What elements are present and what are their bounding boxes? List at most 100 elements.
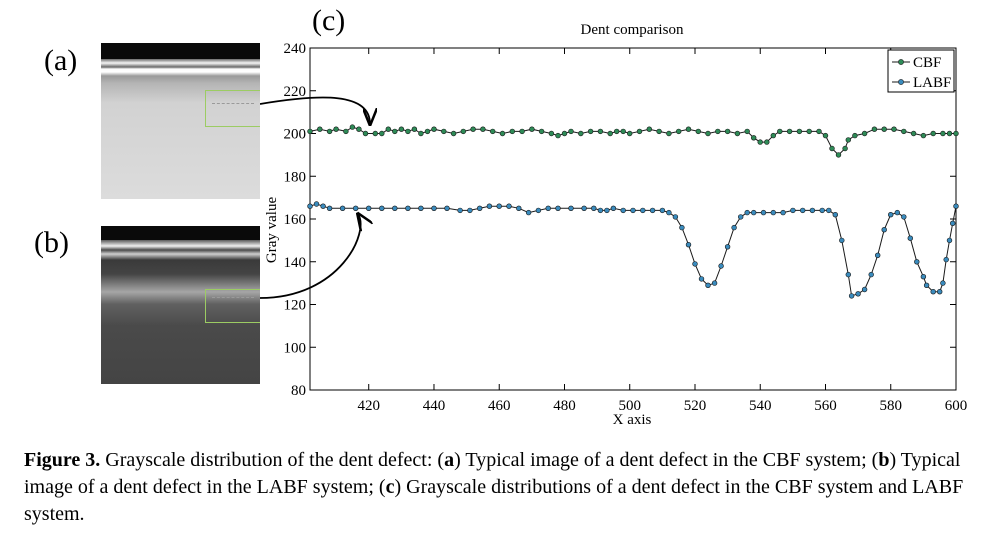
labf-point xyxy=(477,205,483,212)
labf-point xyxy=(738,214,744,220)
cbf-point xyxy=(685,126,692,132)
cbf-point xyxy=(480,126,486,132)
cbf-point xyxy=(656,128,662,135)
labf-point xyxy=(770,209,776,216)
cbf-point xyxy=(460,128,467,135)
cbf-point xyxy=(356,126,362,132)
cbf-point xyxy=(845,137,851,143)
cbf-point xyxy=(744,128,750,135)
cbf-point xyxy=(715,128,721,135)
x-tick-label: 540 xyxy=(749,398,772,414)
cbf-point xyxy=(770,132,776,139)
cbf-point xyxy=(764,139,770,145)
y-tick-label: 80 xyxy=(291,383,306,399)
labf-point xyxy=(365,205,372,212)
cbf-point xyxy=(441,128,447,135)
x-tick-label: 480 xyxy=(553,398,576,414)
labf-point xyxy=(431,205,437,212)
cbf-point xyxy=(751,135,757,141)
cbf-point xyxy=(705,130,711,137)
legend-labf-label: LABF xyxy=(913,75,951,91)
labf-point xyxy=(832,212,838,218)
cbf-point xyxy=(614,128,620,135)
labf-point xyxy=(698,276,705,282)
cbf-point xyxy=(835,152,842,158)
cbf-point xyxy=(362,130,369,137)
labf-point xyxy=(799,207,806,214)
labf-point xyxy=(692,261,698,267)
cbf-point xyxy=(757,139,763,145)
labf-point xyxy=(923,282,930,288)
panel-b-label: (b) xyxy=(34,226,69,259)
chart-title: Dent comparison xyxy=(581,22,684,38)
arrow-cbf xyxy=(260,96,370,124)
labf-point xyxy=(591,205,597,212)
labf-point xyxy=(839,237,845,244)
panel-c-label: (c) xyxy=(312,4,346,37)
labf-point xyxy=(610,205,617,212)
plot-frame xyxy=(309,47,957,391)
cbf-point xyxy=(411,126,418,132)
labf-point xyxy=(597,207,604,214)
cbf-point xyxy=(871,126,878,132)
caption-part-4: ) Grayscale distributions of a dent defe… xyxy=(24,476,964,525)
labf-point xyxy=(760,209,767,216)
cbf-point xyxy=(796,128,803,135)
cbf-point xyxy=(953,130,959,137)
cbf-point xyxy=(470,126,476,132)
labf-point xyxy=(861,286,868,293)
labf-point xyxy=(506,203,512,209)
labf-point xyxy=(320,203,326,209)
labf-point xyxy=(744,209,750,216)
labf-point xyxy=(724,244,731,250)
caption-part-1: Grayscale distribution of the dent defec… xyxy=(100,449,445,471)
labf-point xyxy=(555,205,561,212)
x-tick-label: 460 xyxy=(488,398,511,414)
cbf-point xyxy=(398,126,405,132)
cbf-point xyxy=(597,128,604,135)
x-tick-label: 520 xyxy=(684,398,707,414)
cbf-point xyxy=(538,128,545,135)
cbf-point xyxy=(405,128,411,135)
legend-cbf-marker xyxy=(898,59,904,65)
cbf-point xyxy=(607,130,613,137)
labf-point xyxy=(809,207,816,214)
labf-point xyxy=(751,209,757,216)
labf-point xyxy=(392,205,398,212)
cbf-point xyxy=(326,128,333,135)
cbf-point xyxy=(307,128,313,135)
cbf-point xyxy=(946,130,953,137)
cbf-point xyxy=(940,130,946,137)
caption-c: c xyxy=(385,476,395,498)
figure-caption: Figure 3. Grayscale distribution of the … xyxy=(24,447,994,528)
y-tick-label: 200 xyxy=(284,127,307,143)
cbf-point xyxy=(578,130,584,137)
cbf-point xyxy=(666,130,672,137)
y-tick-label: 240 xyxy=(284,41,307,57)
x-tick-label: 600 xyxy=(945,398,968,414)
labf-point xyxy=(848,293,855,299)
labf-point xyxy=(307,203,313,209)
y-tick-label: 180 xyxy=(284,169,307,185)
labf-point xyxy=(920,274,927,280)
labf-point xyxy=(379,205,385,212)
cbf-point xyxy=(490,128,496,135)
labf-point xyxy=(405,205,411,212)
labf-series-line xyxy=(309,203,957,297)
cbf-point xyxy=(920,132,927,139)
y-tick-label: 120 xyxy=(284,298,307,314)
labf-point xyxy=(457,207,463,214)
y-tick-label: 160 xyxy=(284,212,307,228)
legend-cbf-label: CBF xyxy=(913,55,941,71)
labf-point xyxy=(525,209,532,216)
caption-part-2: ) Typical image of a dent defect in the … xyxy=(454,449,879,471)
labf-point xyxy=(516,205,522,212)
cbf-point xyxy=(724,128,731,135)
labf-point xyxy=(881,227,887,233)
cbf-point xyxy=(317,126,323,132)
labf-point xyxy=(672,214,679,220)
labf-point xyxy=(339,205,346,212)
labf-point xyxy=(845,271,851,278)
cbf-point xyxy=(349,124,356,130)
cbf-point xyxy=(676,128,682,135)
